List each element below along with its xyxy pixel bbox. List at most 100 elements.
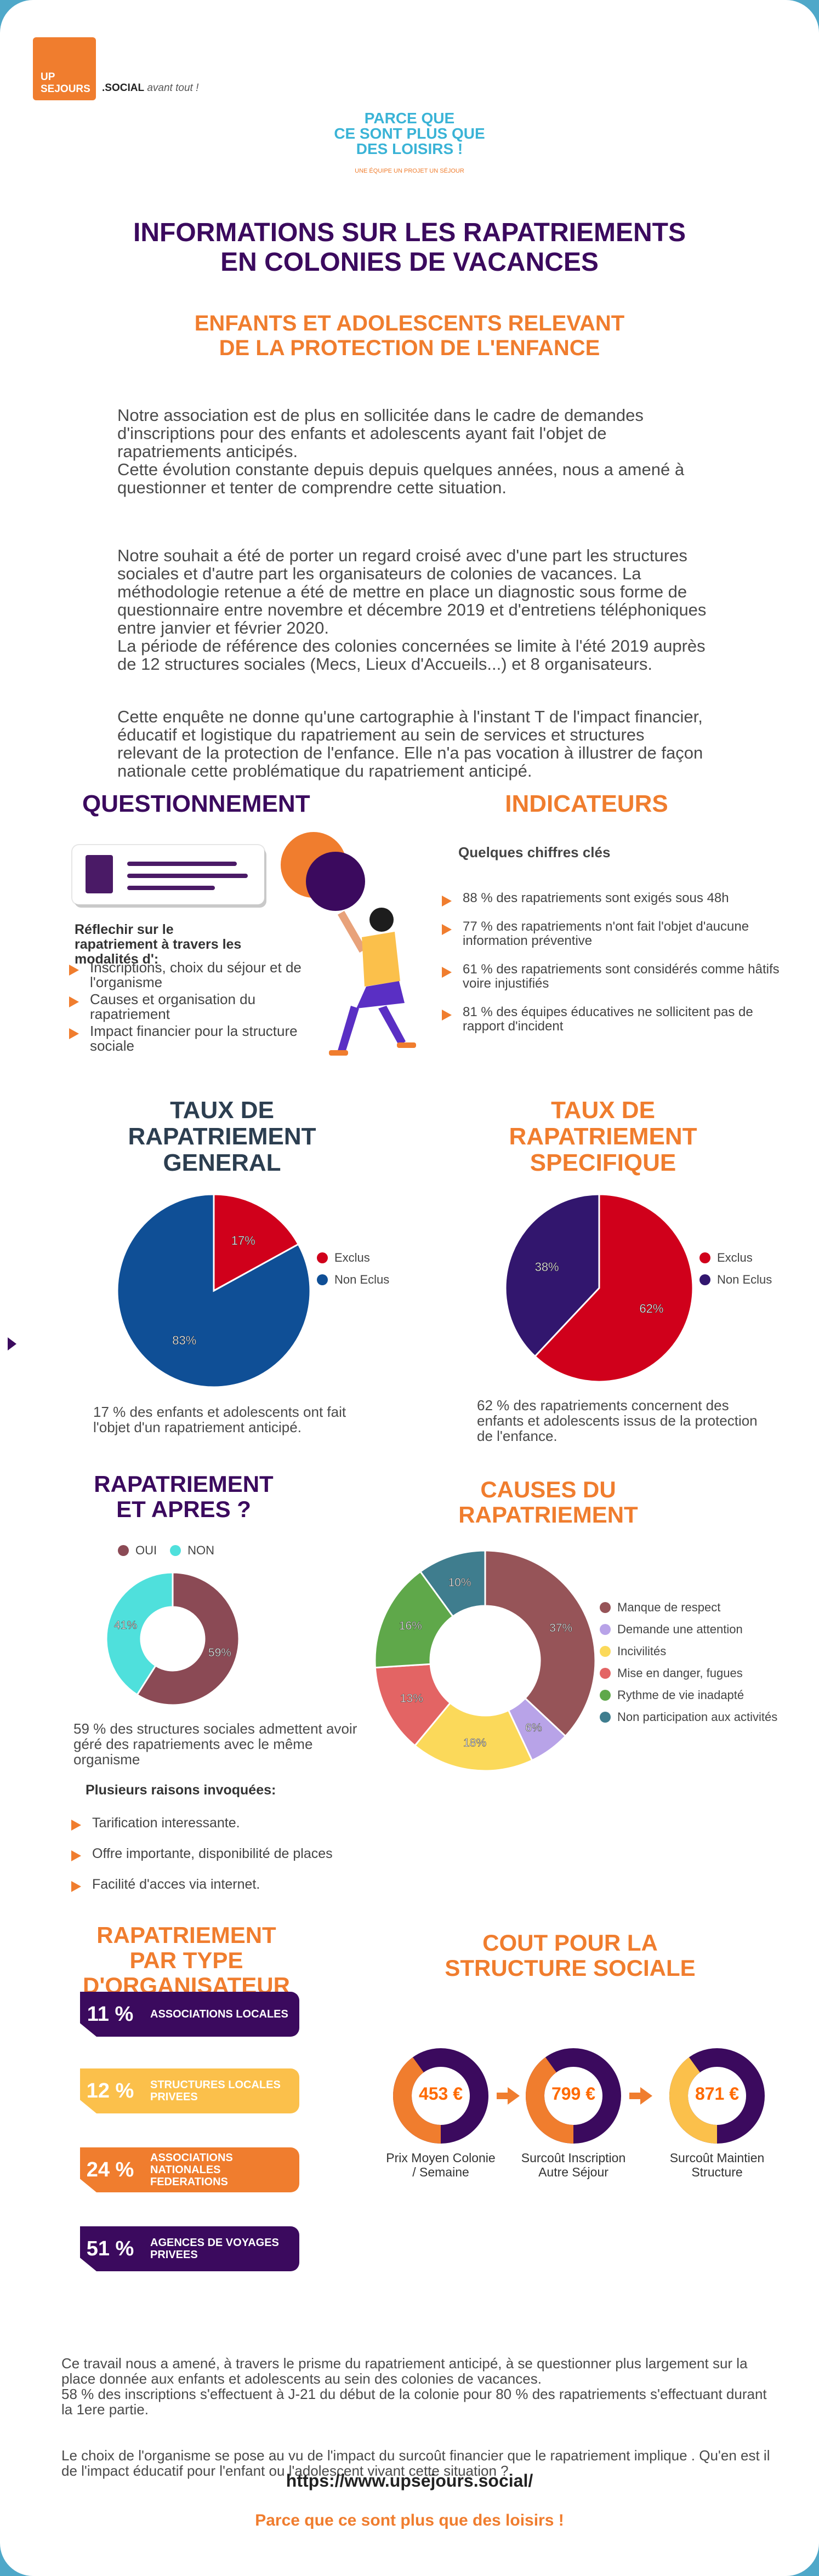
- indicateurs-title: INDICATEURS: [505, 790, 668, 817]
- list-item: Impact financier pour la structure socia…: [69, 1024, 327, 1053]
- legend-item: Non Eclus: [699, 1273, 772, 1287]
- pie-slice: [116, 1193, 311, 1388]
- slice-label: 37%: [549, 1622, 572, 1634]
- legend-item: Non Eclus: [317, 1273, 389, 1287]
- taux-general-title: TAUX DE RAPATRIEMENT GENERAL: [128, 1097, 316, 1176]
- legend-item: OUI: [118, 1543, 157, 1558]
- organisateur-label: STRUCTURES LOCALES PRIVEES: [150, 2079, 281, 2103]
- organisateur-row: 11 % ASSOCIATIONS LOCALES: [80, 1992, 299, 2037]
- logo-line2: SEJOURS: [41, 83, 90, 95]
- main-title: INFORMATIONS SUR LES RAPATRIEMENTS EN CO…: [133, 218, 686, 277]
- person-juggling-illustration: [281, 832, 416, 1056]
- reasons-title: Plusieurs raisons invoquées:: [86, 1782, 276, 1798]
- apres-title: RAPATRIEMENT ET APRES ?: [94, 1471, 274, 1522]
- pie-slice: [413, 1701, 533, 1772]
- pie-slice: [136, 1571, 240, 1706]
- conclusion-paragraph: Ce travail nous a amené, à travers le pr…: [61, 2355, 767, 2418]
- taux-specifique-caption: 62 % des rapatriements concernent des en…: [477, 1397, 758, 1444]
- slice-label: 17%: [231, 1234, 255, 1247]
- slice-label: 62%: [639, 1302, 663, 1315]
- legend-item: Exclus: [699, 1251, 772, 1265]
- logo-line1: UP: [41, 71, 55, 83]
- cost-caption: Surcoût Maintien Structure: [669, 2151, 765, 2179]
- intro-paragraph: Cette enquête ne donne qu'une cartograph…: [117, 707, 703, 780]
- causes-title: CAUSES DU RAPATRIEMENT: [458, 1477, 638, 1528]
- cost-value: 453 €: [418, 2084, 463, 2104]
- intro-text: Notre association est de plus en sollici…: [117, 388, 709, 798]
- organisateur-pct: 11 %: [87, 2002, 134, 2026]
- list-item: 81 % des équipes éducatives ne sollicite…: [442, 1005, 798, 1034]
- legend-item: NON: [170, 1543, 214, 1558]
- side-marker-icon: [8, 1337, 16, 1350]
- slice-label: 38%: [535, 1260, 559, 1274]
- footer-url[interactable]: https://www.upsejours.social/: [286, 2471, 533, 2490]
- cost-ring-icon: [526, 2048, 621, 2144]
- organisateur-pct: 12 %: [86, 2079, 134, 2102]
- apres-caption: 59 % des structures sociales admettent a…: [73, 1720, 357, 1768]
- slice-label: 16%: [399, 1620, 422, 1632]
- organisateur-label: ASSOCIATIONS LOCALES: [150, 2008, 288, 2020]
- questionnement-title: QUESTIONNEMENT: [82, 790, 310, 817]
- legend-causes: Manque de respect Demande une attention …: [600, 1600, 814, 1732]
- list-item: 88 % des rapatriements sont exigés sous …: [442, 891, 798, 907]
- list-item: Facilité d'acces via internet.: [71, 1877, 378, 1892]
- list-item: Inscriptions, choix du séjour et de l'or…: [69, 960, 327, 990]
- organisateur-row: 12 % STRUCTURES LOCALES PRIVEES: [80, 2068, 299, 2113]
- reasons-list: Tarification interessante. Offre importa…: [71, 1815, 378, 1892]
- pie-slice: [213, 1193, 300, 1292]
- donut-chart-apres: 59% 41%: [105, 1571, 240, 1706]
- cost-ring-icon: [669, 2048, 765, 2144]
- questionnement-lead: Réflechir sur le rapatriement à travers …: [75, 922, 242, 967]
- list-item: Offre importante, disponibilité de place…: [71, 1846, 378, 1861]
- slice-label: 13%: [400, 1692, 423, 1705]
- list-item: 61 % des rapatriements sont considérés c…: [442, 962, 798, 991]
- organisateur-row: 24 % ASSOCIATIONS NATIONALES FEDERATIONS: [80, 2147, 299, 2192]
- footer-slogan: Parce que ce sont plus que des loisirs !: [255, 2511, 564, 2529]
- cout-title: COUT POUR LA STRUCTURE SOCIALE: [445, 1930, 696, 1981]
- pie-slice: [419, 1549, 486, 1618]
- organisateur-row: 51 % AGENCES DE VOYAGES PRIVEES: [80, 2226, 299, 2271]
- donut-chart-causes: 37% 6% 18% 13% 16% 10%: [374, 1549, 596, 1772]
- legend-item: Mise en danger, fugues: [600, 1666, 814, 1680]
- organisateur-pct: 51 %: [86, 2237, 134, 2260]
- subtitle: ENFANTS ET ADOLESCENTS RELEVANT DE LA PR…: [194, 311, 625, 360]
- indicateurs-subtitle: Quelques chiffres clés: [458, 844, 611, 860]
- legend-item: Exclus: [317, 1251, 389, 1265]
- legend-item: Non participation aux activités: [600, 1710, 814, 1724]
- slice-label: 59%: [208, 1646, 231, 1659]
- organisateur-label: ASSOCIATIONS NATIONALES FEDERATIONS: [150, 2152, 233, 2188]
- indicateurs-list: 88 % des rapatriements sont exigés sous …: [442, 891, 798, 1034]
- legend-item: Manque de respect: [600, 1600, 814, 1615]
- list-item: Causes et organisation du rapatriement: [69, 992, 327, 1022]
- organisateur-pct: 24 %: [86, 2158, 134, 2181]
- pie-slice: [105, 1571, 174, 1696]
- questionnement-list: Inscriptions, choix du séjour et de l'or…: [69, 960, 327, 1053]
- cost-caption: Surcoût Inscription Autre Séjour: [521, 2151, 626, 2179]
- legend-apres: OUI NON: [118, 1543, 214, 1565]
- header-slogan: PARCE QUE CE SONT PLUS QUE DES LOISIRS !…: [307, 111, 512, 179]
- taux-general-caption: 17 % des enfants et adolescents ont fait…: [93, 1404, 346, 1435]
- legend-general: Exclus Non Eclus: [317, 1251, 389, 1295]
- organisateur-label: AGENCES DE VOYAGES PRIVEES: [150, 2237, 279, 2261]
- pie-slice: [533, 1193, 694, 1383]
- intro-paragraph: Notre association est de plus en sollici…: [117, 406, 685, 497]
- list-item: Tarification interessante.: [71, 1815, 378, 1831]
- organisateur-title: RAPATRIEMENT PAR TYPE D'ORGANISATEUR: [83, 1922, 290, 1998]
- legend-item: Incivilités: [600, 1644, 814, 1659]
- conclusion-text: Ce travail nous a amené, à travers le pr…: [61, 2340, 774, 2494]
- pie-slice: [504, 1193, 600, 1358]
- slice-label: 10%: [448, 1576, 471, 1589]
- pie-slice: [374, 1570, 454, 1669]
- cost-caption: Prix Moyen Colonie / Semaine: [386, 2151, 496, 2179]
- logo: UP SEJOURS: [33, 37, 96, 100]
- legend-item: Rythme de vie inadapté: [600, 1688, 814, 1702]
- slice-label: 83%: [172, 1333, 196, 1347]
- pie-chart-taux-specifique: 62% 38%: [504, 1193, 694, 1383]
- slice-label: 18%: [463, 1736, 486, 1749]
- slice-label: 6%: [525, 1722, 542, 1734]
- slice-label: 41%: [114, 1619, 137, 1632]
- cost-value: 799 €: [551, 2084, 596, 2104]
- list-item: 77 % des rapatriements n'ont fait l'obje…: [442, 920, 798, 948]
- pie-chart-taux-general: 17% 83%: [116, 1193, 311, 1388]
